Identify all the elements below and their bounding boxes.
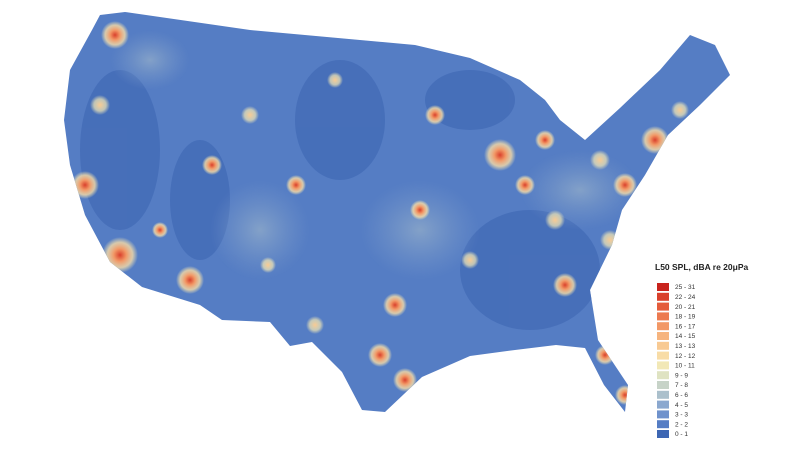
legend-swatch: [657, 381, 669, 389]
legend-label: 7 - 8: [675, 382, 688, 389]
legend-swatch: [657, 283, 669, 291]
legend-label: 13 - 13: [675, 343, 696, 350]
legend-label: 22 - 24: [675, 294, 696, 301]
legend-label: 2 - 2: [675, 421, 688, 428]
city-hotspots: [71, 21, 689, 405]
legend-swatch: [657, 371, 669, 380]
legend-swatch: [657, 420, 669, 429]
legend-swatch: [657, 302, 669, 311]
legend-label: 0 - 1: [675, 431, 688, 438]
legend-swatch: [657, 400, 669, 409]
legend-label: 4 - 5: [675, 402, 688, 409]
legend-label: 3 - 3: [675, 412, 688, 419]
legend: L50 SPL, dBA re 20μPa 25 - 31 22 - 24 20 -…: [655, 262, 748, 438]
legend-swatch: [657, 341, 669, 350]
legend-label: 6 - 6: [675, 392, 688, 399]
legend-label: 25 - 31: [675, 284, 696, 291]
legend-swatch: [657, 322, 669, 331]
legend-title: L50 SPL, dBA re 20μPa: [655, 262, 748, 272]
legend-label: 10 - 11: [675, 363, 695, 370]
legend-swatch: [657, 312, 669, 321]
legend-swatch: [657, 410, 669, 419]
legend-label: 14 - 15: [675, 333, 696, 340]
legend-swatch: [657, 390, 669, 399]
legend-swatch: [657, 292, 669, 301]
legend-label: 9 - 9: [675, 372, 688, 379]
legend-swatch: [657, 351, 669, 360]
legend-label: 20 - 21: [675, 304, 696, 311]
legend-swatch: [657, 361, 669, 370]
legend-swatch: [657, 430, 669, 438]
legend-label: 12 - 12: [675, 353, 696, 360]
legend-swatch: [657, 332, 669, 340]
legend-label: 18 - 19: [675, 314, 696, 321]
legend-label: 16 - 17: [675, 323, 696, 330]
